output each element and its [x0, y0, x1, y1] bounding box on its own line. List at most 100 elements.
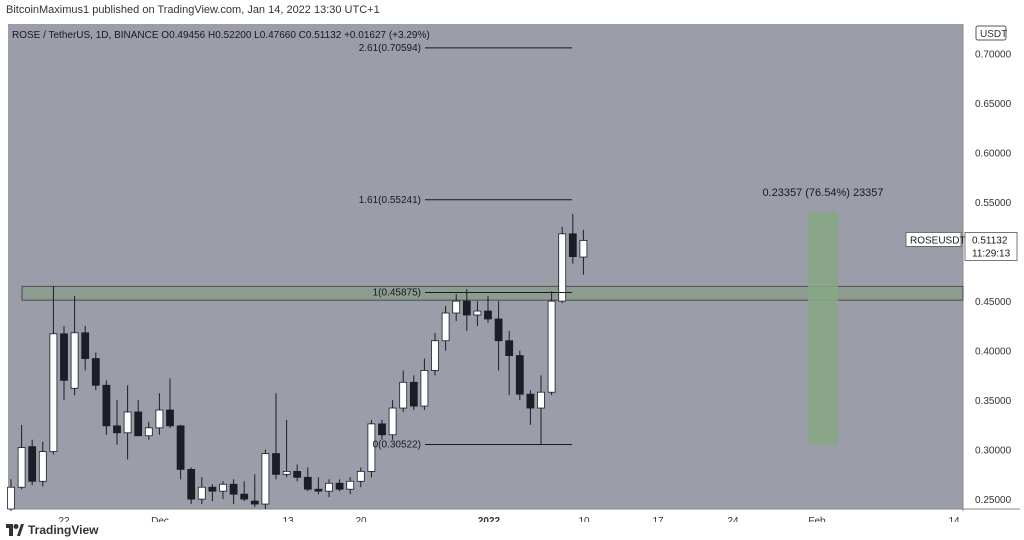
x-tick-label: 10 — [578, 516, 590, 522]
last-price-tag — [964, 232, 1018, 261]
candle — [346, 477, 355, 495]
fib-level-label: 2.61(0.70594) — [359, 43, 421, 54]
candle — [102, 380, 111, 435]
symbol-line-part: 0.47660 — [260, 30, 297, 41]
symbol-line-part: C — [296, 30, 306, 41]
symbol-line-part: 0.49456 — [169, 30, 206, 41]
candle-body — [388, 407, 397, 436]
candle — [526, 390, 535, 425]
candle-body — [335, 482, 344, 490]
candle — [282, 419, 291, 478]
fib-level-label: 0(0.30522) — [373, 439, 421, 450]
measure-label: 0.23357 (76.54%) 23357 — [762, 187, 883, 199]
candle — [335, 479, 344, 492]
candle-body — [272, 453, 280, 475]
symbol-line-part: 0.51132 — [306, 30, 342, 41]
last-price-value: 0.51132 — [972, 235, 1008, 246]
footer: TradingView — [6, 523, 98, 537]
candle-body — [144, 427, 153, 437]
candle-body — [197, 486, 206, 500]
candle-body — [208, 486, 217, 492]
candle — [38, 441, 47, 487]
candle — [134, 400, 143, 437]
candle — [261, 449, 270, 509]
candle — [494, 301, 503, 371]
candle — [49, 286, 58, 455]
candle-body — [28, 446, 37, 482]
candle-body — [547, 300, 556, 393]
candle-body — [282, 470, 291, 475]
candle — [399, 370, 408, 412]
candle — [452, 294, 461, 321]
candle — [17, 424, 26, 490]
candle-body — [261, 453, 270, 505]
candle — [462, 289, 471, 331]
candle-body — [399, 381, 408, 409]
candle — [250, 474, 259, 508]
candle-body — [494, 318, 503, 342]
candle-body — [113, 425, 121, 434]
candle-body — [314, 488, 323, 492]
candle-body — [7, 486, 15, 510]
y-tick-label: 0.65000 — [975, 99, 1012, 110]
candle-body — [558, 233, 567, 302]
candle — [356, 467, 365, 488]
candle-body — [420, 370, 429, 407]
chart-svg[interactable]: 0.700000.650000.600000.550000.500000.450… — [0, 22, 1024, 522]
candle-body — [187, 469, 196, 500]
candle-body — [229, 483, 238, 495]
candle-body — [60, 333, 68, 381]
candle-body — [49, 333, 58, 452]
candle-body — [473, 310, 482, 316]
candle — [166, 378, 174, 428]
candle — [176, 424, 185, 480]
x-tick-label: 24 — [727, 516, 739, 522]
y-tick-label: 0.25000 — [975, 495, 1012, 506]
x-tick-label: 14 — [948, 516, 960, 522]
fib-level-label: 1.61(0.55241) — [359, 195, 421, 206]
candle — [113, 400, 121, 445]
x-tick-label: Dec — [151, 516, 169, 522]
candle-body — [378, 423, 386, 436]
candle-body — [367, 423, 376, 472]
candle-body — [303, 476, 312, 490]
candle — [91, 352, 100, 391]
candle-body — [515, 355, 524, 395]
symbol-line-part: +0.01627 (+3.29%) — [341, 30, 429, 41]
candle — [378, 419, 386, 440]
tradingview-logo-icon — [6, 524, 24, 536]
y-tick-label: 0.55000 — [975, 198, 1012, 209]
candle-body — [325, 482, 333, 492]
candle — [187, 467, 196, 505]
candle — [431, 332, 439, 376]
candle-body — [134, 411, 143, 437]
candle — [123, 385, 132, 460]
candle — [441, 306, 450, 351]
y-tick-label: 0.40000 — [975, 347, 1012, 358]
price-chart[interactable]: 0.700000.650000.600000.550000.500000.450… — [0, 22, 1024, 522]
candle — [505, 330, 514, 396]
candle — [229, 479, 238, 505]
candle — [60, 325, 68, 401]
candle — [579, 229, 588, 275]
candle-body — [356, 470, 365, 482]
last-price-symbol: ROSEUSDT — [910, 235, 966, 246]
candle-body — [441, 312, 450, 342]
candle-body — [409, 381, 418, 407]
candle-body — [526, 393, 535, 409]
candle — [28, 439, 37, 486]
candle-body — [452, 300, 461, 314]
symbol-line-part: O — [159, 30, 170, 41]
candle-body — [219, 483, 227, 492]
candle-body — [579, 240, 588, 258]
candle — [409, 375, 418, 411]
candle-body — [81, 332, 90, 359]
candle-body — [38, 451, 47, 482]
candle — [314, 477, 323, 495]
candle — [515, 350, 524, 401]
publisher-line: BitcoinMaximus1 published on TradingView… — [6, 4, 380, 16]
candle — [367, 419, 376, 478]
candle — [81, 325, 90, 371]
candle-body — [293, 470, 302, 478]
x-tick-label: 20 — [355, 516, 367, 522]
